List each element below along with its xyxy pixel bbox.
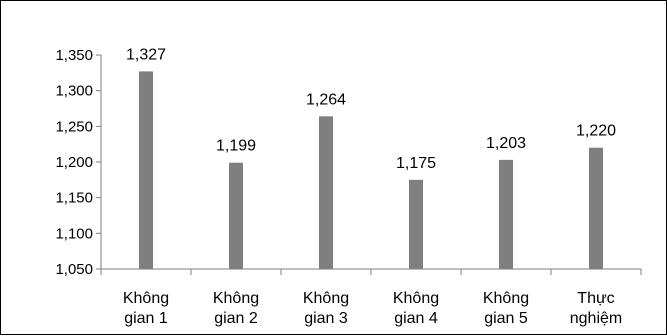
category-label: Không gian 4 [393,290,439,327]
category-label-line: gian 2 [214,310,258,327]
data-label: 1,327 [126,46,166,63]
category-label-line: Không [483,290,529,307]
category-label-line: gian 5 [484,310,528,327]
data-label: 1,220 [576,123,616,140]
bar [589,147,603,269]
category-label: Không gian 1 [123,290,169,327]
category-label: Không gian 2 [213,290,259,327]
category-label: Không gian 3 [303,290,349,327]
category-label-line: nghiệm [570,310,622,327]
data-label: 1,203 [486,135,526,152]
y-tick-label: 1,300 [55,83,93,100]
data-label: 1,199 [216,138,256,155]
bar [229,162,243,269]
data-label: 1,264 [306,91,346,108]
bar [319,116,333,269]
category-label: Không gian 5 [483,290,529,327]
y-tick-label: 1,200 [55,154,93,171]
category-label-line: Không [303,290,349,307]
bar [409,179,423,269]
category-label: Thực nghiệm [570,290,622,327]
category-label-line: Không [393,290,439,307]
data-label: 1,175 [396,155,436,172]
bar [499,159,513,269]
y-tick-label: 1,150 [55,190,93,207]
category-label-line: Không [213,290,259,307]
y-tick-label: 1,100 [55,225,93,242]
category-label-line: gian 1 [124,310,168,327]
category-label-line: gian 4 [394,310,438,327]
y-tick-label: 1,350 [55,47,93,64]
y-tick-label: 1,250 [55,118,93,135]
category-label-line: Không [123,290,169,307]
category-label-line: Thực [577,290,614,307]
y-tick-label: 1,050 [55,261,93,278]
bar [139,71,153,269]
category-label-line: gian 3 [304,310,348,327]
